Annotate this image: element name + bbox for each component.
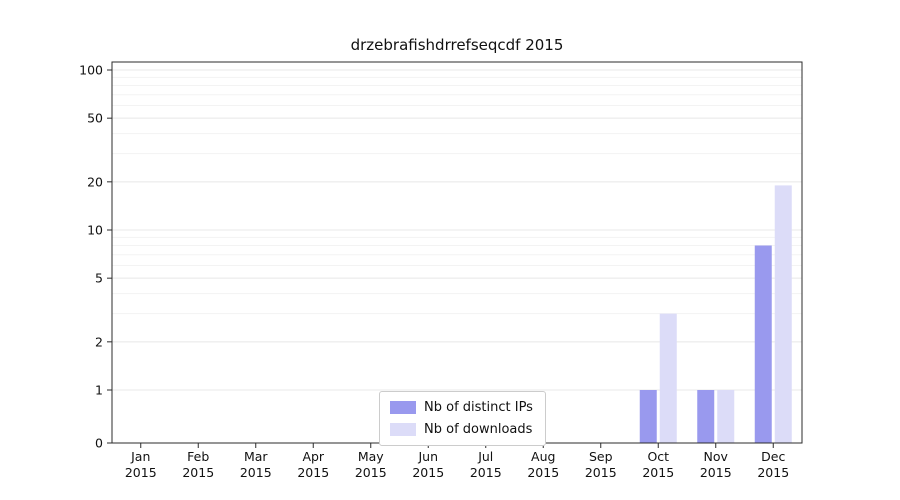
legend-item-distinct-ips: Nb of distinct IPs [390,400,533,415]
y-tick-label: 0 [95,436,103,451]
plot-border [111,61,803,444]
y-tick-label: 2 [95,334,103,349]
x-tick-label-month: Sep [589,449,613,464]
legend-label-distinct-ips: Nb of distinct IPs [424,400,533,415]
bar-oct-distinct-ips [639,390,657,443]
x-tick-label-year: 2015 [470,465,502,480]
x-tick-label-year: 2015 [355,465,387,480]
x-tick-label-month: Apr [302,449,324,464]
y-tick-label: 5 [95,271,103,286]
x-tick-label-month: Mar [244,449,268,464]
legend-swatch-distinct-ips [390,401,416,414]
x-tick-label-month: May [358,449,384,464]
legend-swatch-downloads [390,423,416,436]
y-tick-label: 10 [87,223,103,238]
x-tick-label-month: Jun [417,449,438,464]
y-tick-label: 20 [87,174,103,189]
x-tick-label-month: Dec [761,449,785,464]
bar-dec-distinct-ips [754,245,772,443]
x-tick-label-year: 2015 [585,465,617,480]
x-tick-label-month: Jul [477,449,493,464]
legend-item-downloads: Nb of downloads [390,422,533,437]
x-tick-label-year: 2015 [297,465,329,480]
legend-label-downloads: Nb of downloads [424,422,533,437]
y-tick-label: 50 [87,111,103,126]
x-tick-label-month: Aug [531,449,555,464]
chart-title: drzebrafishdrrefseqcdf 2015 [350,36,564,54]
x-tick-label-month: Jan [130,449,150,464]
bar-dec-downloads [774,185,792,444]
x-tick-label-year: 2015 [240,465,272,480]
x-tick-label-year: 2015 [527,465,559,480]
y-tick-label: 1 [95,383,103,398]
x-tick-label-year: 2015 [125,465,157,480]
x-tick-label-year: 2015 [412,465,444,480]
x-tick-label-year: 2015 [757,465,789,480]
bar-nov-downloads [717,390,735,443]
x-tick-label-year: 2015 [182,465,214,480]
legend: Nb of distinct IPs Nb of downloads [379,391,546,446]
y-tick-label: 100 [79,63,103,78]
x-tick-label-month: Feb [187,449,209,464]
x-tick-label-year: 2015 [642,465,674,480]
x-tick-label-month: Oct [647,449,669,464]
bar-nov-distinct-ips [697,390,715,443]
x-tick-label-month: Nov [704,449,729,464]
x-tick-label-year: 2015 [700,465,732,480]
bar-oct-downloads [659,313,677,443]
